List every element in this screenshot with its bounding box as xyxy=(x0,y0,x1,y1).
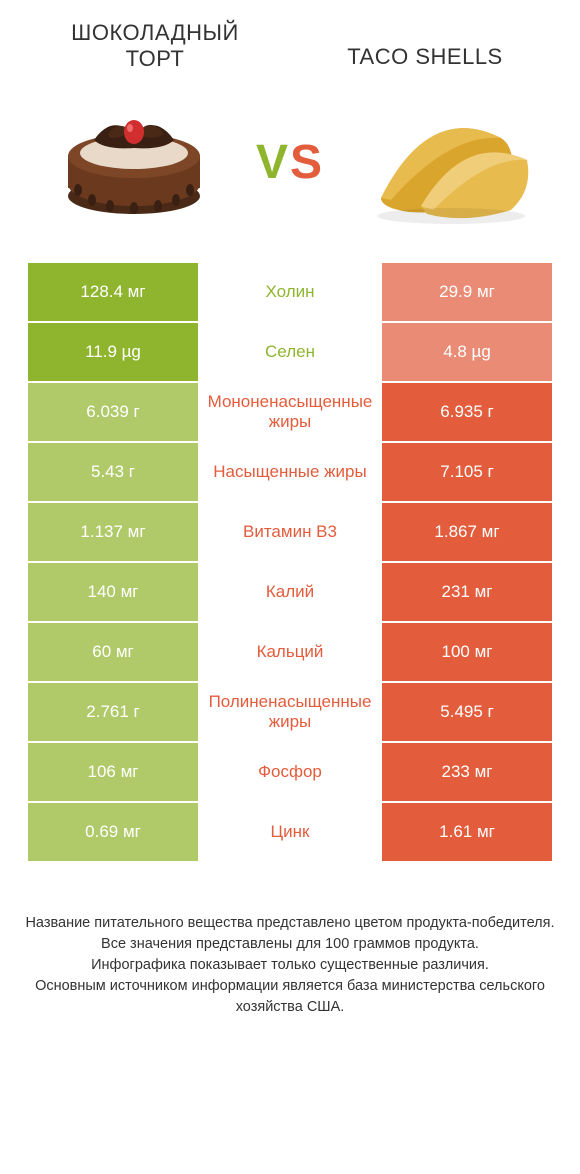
nutrient-name: Селен xyxy=(198,323,382,381)
right-value: 5.495 г xyxy=(382,683,552,741)
taco-icon xyxy=(361,98,531,228)
left-value: 5.43 г xyxy=(28,443,198,501)
table-row: 106 мгФосфор233 мг xyxy=(28,743,552,801)
footer-line: Основным источником информации является … xyxy=(24,976,556,1018)
right-value: 231 мг xyxy=(382,563,552,621)
cake-icon xyxy=(49,98,219,228)
vs-s: S xyxy=(290,136,324,189)
right-value: 7.105 г xyxy=(382,443,552,501)
table-row: 128.4 мгХолин29.9 мг xyxy=(28,263,552,321)
left-value: 0.69 мг xyxy=(28,803,198,861)
right-food-title: TACO SHELLS xyxy=(310,20,540,70)
right-value: 1.61 мг xyxy=(382,803,552,861)
table-row: 11.9 µgСелен4.8 µg xyxy=(28,323,552,381)
images-row: VS xyxy=(0,83,580,263)
nutrient-name: Витамин B3 xyxy=(198,503,382,561)
nutrient-name: Полиненасыщенные жиры xyxy=(198,683,382,741)
left-value: 2.761 г xyxy=(28,683,198,741)
table-row: 5.43 гНасыщенные жиры7.105 г xyxy=(28,443,552,501)
nutrient-name: Холин xyxy=(198,263,382,321)
table-row: 60 мгКальций100 мг xyxy=(28,623,552,681)
vs-label: VS xyxy=(256,135,324,190)
right-value: 100 мг xyxy=(382,623,552,681)
vs-v: V xyxy=(256,136,290,189)
left-value: 106 мг xyxy=(28,743,198,801)
right-value: 6.935 г xyxy=(382,383,552,441)
header: ШОКОЛАДНЫЙ ТОРТ TACO SHELLS xyxy=(0,0,580,83)
table-row: 1.137 мгВитамин B31.867 мг xyxy=(28,503,552,561)
table-row: 0.69 мгЦинк1.61 мг xyxy=(28,803,552,861)
left-value: 11.9 µg xyxy=(28,323,198,381)
footer-line: Инфографика показывает только существенн… xyxy=(24,955,556,976)
nutrient-name: Насыщенные жиры xyxy=(198,443,382,501)
nutrient-name: Цинк xyxy=(198,803,382,861)
right-value: 29.9 мг xyxy=(382,263,552,321)
nutrient-name: Калий xyxy=(198,563,382,621)
footer-notes: Название питательного вещества представл… xyxy=(0,863,580,1018)
left-value: 1.137 мг xyxy=(28,503,198,561)
nutrient-name: Фосфор xyxy=(198,743,382,801)
footer-line: Название питательного вещества представл… xyxy=(24,913,556,934)
right-value: 233 мг xyxy=(382,743,552,801)
left-value: 6.039 г xyxy=(28,383,198,441)
left-food-title: ШОКОЛАДНЫЙ ТОРТ xyxy=(40,20,270,73)
right-value: 1.867 мг xyxy=(382,503,552,561)
table-row: 140 мгКалий231 мг xyxy=(28,563,552,621)
comparison-table: 128.4 мгХолин29.9 мг11.9 µgСелен4.8 µg6.… xyxy=(0,263,580,861)
left-value: 60 мг xyxy=(28,623,198,681)
nutrient-name: Мононенасыщенные жиры xyxy=(198,383,382,441)
table-row: 6.039 гМононенасыщенные жиры6.935 г xyxy=(28,383,552,441)
left-value: 128.4 мг xyxy=(28,263,198,321)
left-value: 140 мг xyxy=(28,563,198,621)
table-row: 2.761 гПолиненасыщенные жиры5.495 г xyxy=(28,683,552,741)
footer-line: Все значения представлены для 100 граммо… xyxy=(24,934,556,955)
right-value: 4.8 µg xyxy=(382,323,552,381)
nutrient-name: Кальций xyxy=(198,623,382,681)
